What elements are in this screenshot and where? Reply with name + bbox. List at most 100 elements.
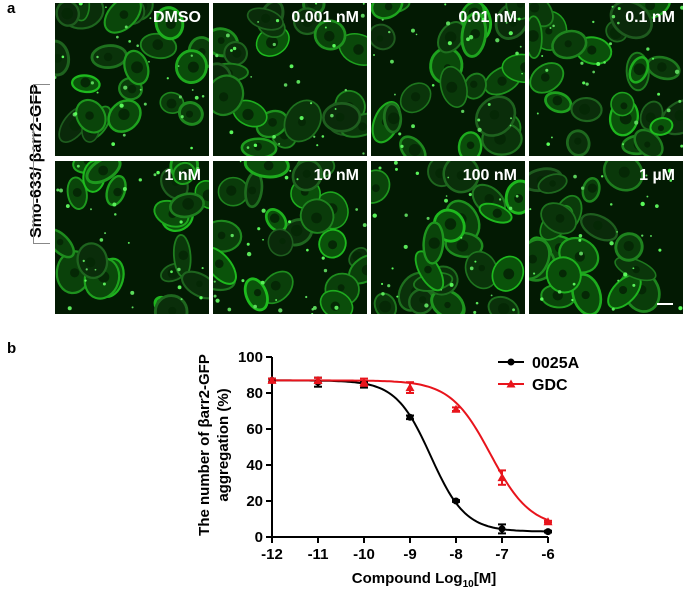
gfp-puncta xyxy=(580,186,585,190)
cell-nucleus xyxy=(324,30,335,42)
gfp-puncta xyxy=(393,93,396,96)
fit-curve-0025A xyxy=(272,379,548,533)
gfp-puncta xyxy=(680,144,683,148)
gfp-puncta xyxy=(334,108,337,110)
gfp-puncta xyxy=(515,51,519,56)
cell-nucleus xyxy=(645,3,656,11)
cell-nucleus xyxy=(168,306,177,314)
gfp-puncta xyxy=(468,35,474,40)
gfp-puncta xyxy=(122,133,126,137)
gfp-puncta xyxy=(552,24,555,28)
cell-nucleus xyxy=(253,288,262,297)
gfp-puncta xyxy=(431,83,435,87)
cell-nucleus xyxy=(508,18,517,27)
gfp-puncta xyxy=(166,77,169,80)
gfp-puncta xyxy=(284,175,289,180)
gfp-puncta xyxy=(616,231,618,233)
gfp-puncta xyxy=(578,238,582,242)
gfp-puncta xyxy=(505,21,508,24)
gfp-puncta xyxy=(509,124,512,127)
cell-nucleus xyxy=(361,264,367,276)
data-point-GDC xyxy=(359,377,369,386)
cell-nucleus xyxy=(492,208,502,218)
gfp-puncta xyxy=(404,213,408,217)
cell-nucleus xyxy=(408,143,421,156)
gfp-puncta xyxy=(201,266,204,270)
cell-nucleus xyxy=(456,239,469,252)
data-point-GDC xyxy=(543,517,553,526)
gfp-puncta xyxy=(124,25,128,29)
gfp-puncta xyxy=(512,308,515,312)
gfp-puncta xyxy=(85,268,88,271)
cell-nucleus xyxy=(503,268,515,280)
x-tick-label: -12 xyxy=(261,546,283,563)
gfp-puncta xyxy=(444,3,447,6)
micrograph-tile: 100 nM xyxy=(371,161,525,314)
gfp-puncta xyxy=(180,298,183,301)
gfp-puncta xyxy=(360,13,365,18)
gfp-puncta xyxy=(498,198,502,201)
gfp-puncta xyxy=(632,283,636,287)
gfp-puncta xyxy=(529,208,532,211)
cell-nucleus xyxy=(72,188,82,197)
gfp-puncta xyxy=(253,143,258,148)
data-point-0025A xyxy=(406,413,414,421)
cell-nucleus xyxy=(444,218,457,230)
cell-nucleus xyxy=(520,62,525,73)
micrograph-image xyxy=(213,3,367,156)
gfp-puncta xyxy=(626,18,629,21)
cell-nucleus xyxy=(623,240,634,252)
gfp-puncta xyxy=(632,267,635,270)
chart-legend: 0025A GDC xyxy=(498,355,580,394)
gfp-puncta xyxy=(381,292,385,296)
gfp-puncta xyxy=(468,192,472,197)
x-tick-label: -11 xyxy=(308,546,329,563)
cell-nucleus xyxy=(579,103,590,115)
cell-nucleus xyxy=(619,285,628,295)
gfp-puncta xyxy=(65,204,70,208)
gfp-puncta xyxy=(680,5,683,10)
gfp-puncta xyxy=(272,134,276,139)
gfp-puncta xyxy=(321,135,325,138)
gfp-puncta xyxy=(313,135,316,138)
gfp-puncta xyxy=(283,83,288,87)
gfp-puncta xyxy=(215,54,219,58)
gfp-puncta xyxy=(517,17,521,21)
gfp-puncta xyxy=(592,20,595,24)
gfp-puncta xyxy=(262,238,264,241)
gfp-puncta xyxy=(460,236,463,239)
micrograph-image xyxy=(55,161,209,314)
concentration-label: 0.001 nM xyxy=(291,9,359,26)
gfp-puncta xyxy=(640,201,645,207)
gfp-puncta xyxy=(148,60,150,63)
gfp-puncta xyxy=(59,188,63,193)
gfp-puncta xyxy=(623,272,628,277)
gfp-puncta xyxy=(473,310,477,314)
gfp-puncta xyxy=(667,168,672,173)
gfp-puncta xyxy=(250,75,253,78)
gfp-puncta xyxy=(475,301,479,305)
data-point-0025A xyxy=(452,497,460,505)
cell-nucleus xyxy=(545,27,553,35)
gfp-puncta xyxy=(657,92,661,96)
gfp-puncta xyxy=(387,284,391,288)
cell-nucleus xyxy=(419,296,427,304)
cell-nucleus xyxy=(644,141,651,148)
cell-nucleus xyxy=(337,284,345,292)
cell-nucleus xyxy=(529,3,540,13)
gfp-puncta xyxy=(84,279,87,282)
data-point-GDC xyxy=(267,375,277,384)
gfp-puncta xyxy=(177,267,181,272)
gfp-puncta xyxy=(119,103,124,108)
gfp-puncta xyxy=(550,136,553,139)
gfp-puncta xyxy=(646,47,650,51)
gfp-puncta xyxy=(178,95,182,99)
dose-response-chart: 0 20 40 60 80 100 -12 -11 -10 -9 -8 -7 -6 The number… xyxy=(196,349,580,590)
cell-nucleus xyxy=(456,170,466,180)
gfp-puncta xyxy=(373,54,376,57)
gfp-puncta xyxy=(230,233,234,238)
cell-nucleus xyxy=(587,45,597,55)
gfp-puncta xyxy=(296,178,299,181)
gfp-puncta xyxy=(609,42,612,46)
data-point-GDC xyxy=(313,375,323,384)
